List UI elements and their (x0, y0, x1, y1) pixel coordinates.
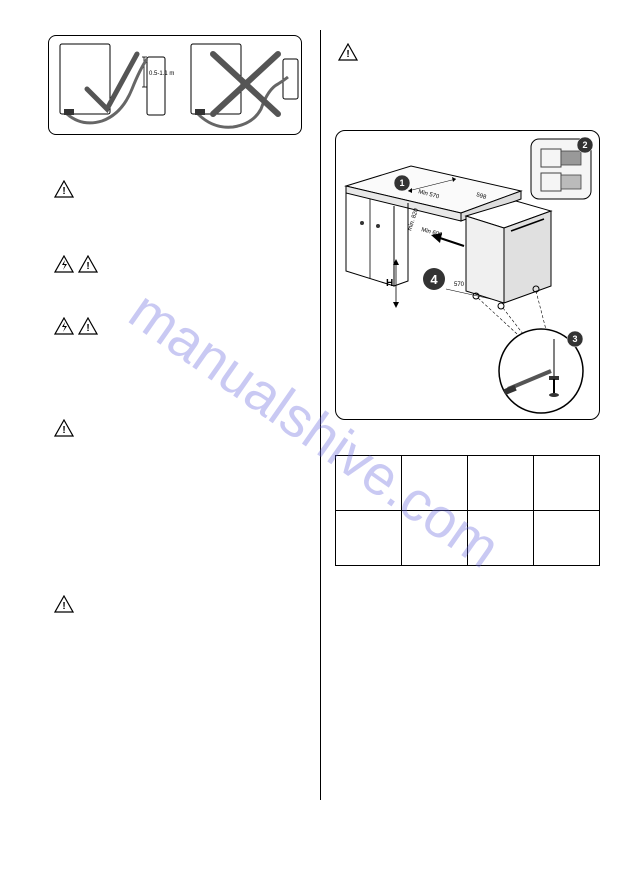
hose-incorrect-panel (183, 39, 308, 131)
hose-diagram: 0.5-1.1 m (48, 35, 302, 135)
table-row (336, 511, 600, 566)
dim-foot-spacing: 570 (454, 282, 465, 288)
warning-icon: ! (54, 180, 74, 198)
column-divider (320, 30, 321, 800)
table-cell (336, 511, 402, 566)
hose-correct-panel: 0.5-1.1 m (52, 39, 177, 131)
table-cell (534, 456, 600, 511)
dim-height-inner: min. 820 (407, 207, 420, 231)
checkmark-icon (87, 54, 137, 109)
warning-icon: ! (54, 419, 74, 437)
table-cell (402, 456, 468, 511)
dimension-table (335, 455, 600, 566)
hose-incorrect-svg (183, 39, 308, 133)
svg-text:!: ! (86, 261, 89, 272)
table-cell (336, 456, 402, 511)
warning-icon: ! (338, 43, 358, 61)
table-cell (534, 511, 600, 566)
lightning-icon (54, 255, 74, 273)
table-cell (468, 456, 534, 511)
table-cell (402, 511, 468, 566)
warning-icon: ! (78, 317, 98, 335)
table-cell (468, 511, 534, 566)
svg-text:3: 3 (572, 334, 577, 344)
page-container: 0.5-1.1 m (0, 0, 629, 893)
warning-icon: ! (54, 595, 74, 613)
installation-svg: 2 Min 570 598 min. 820 Min 600 (336, 131, 601, 421)
table-row (336, 456, 600, 511)
warning-icon: ! (78, 255, 98, 273)
height-range-label: 0.5-1.1 m (149, 71, 174, 77)
svg-text:!: ! (62, 186, 65, 197)
svg-text:2: 2 (582, 140, 587, 150)
svg-text:4: 4 (430, 272, 438, 287)
hose-correct-svg: 0.5-1.1 m (52, 39, 177, 133)
svg-text:!: ! (86, 323, 89, 334)
svg-text:1: 1 (399, 178, 404, 188)
lightning-icon (54, 317, 74, 335)
svg-text:!: ! (346, 49, 349, 60)
dim-height-label: H (386, 278, 393, 289)
svg-text:!: ! (62, 425, 65, 436)
installation-diagram: 2 Min 570 598 min. 820 Min 600 (335, 130, 600, 420)
svg-text:!: ! (62, 601, 65, 612)
